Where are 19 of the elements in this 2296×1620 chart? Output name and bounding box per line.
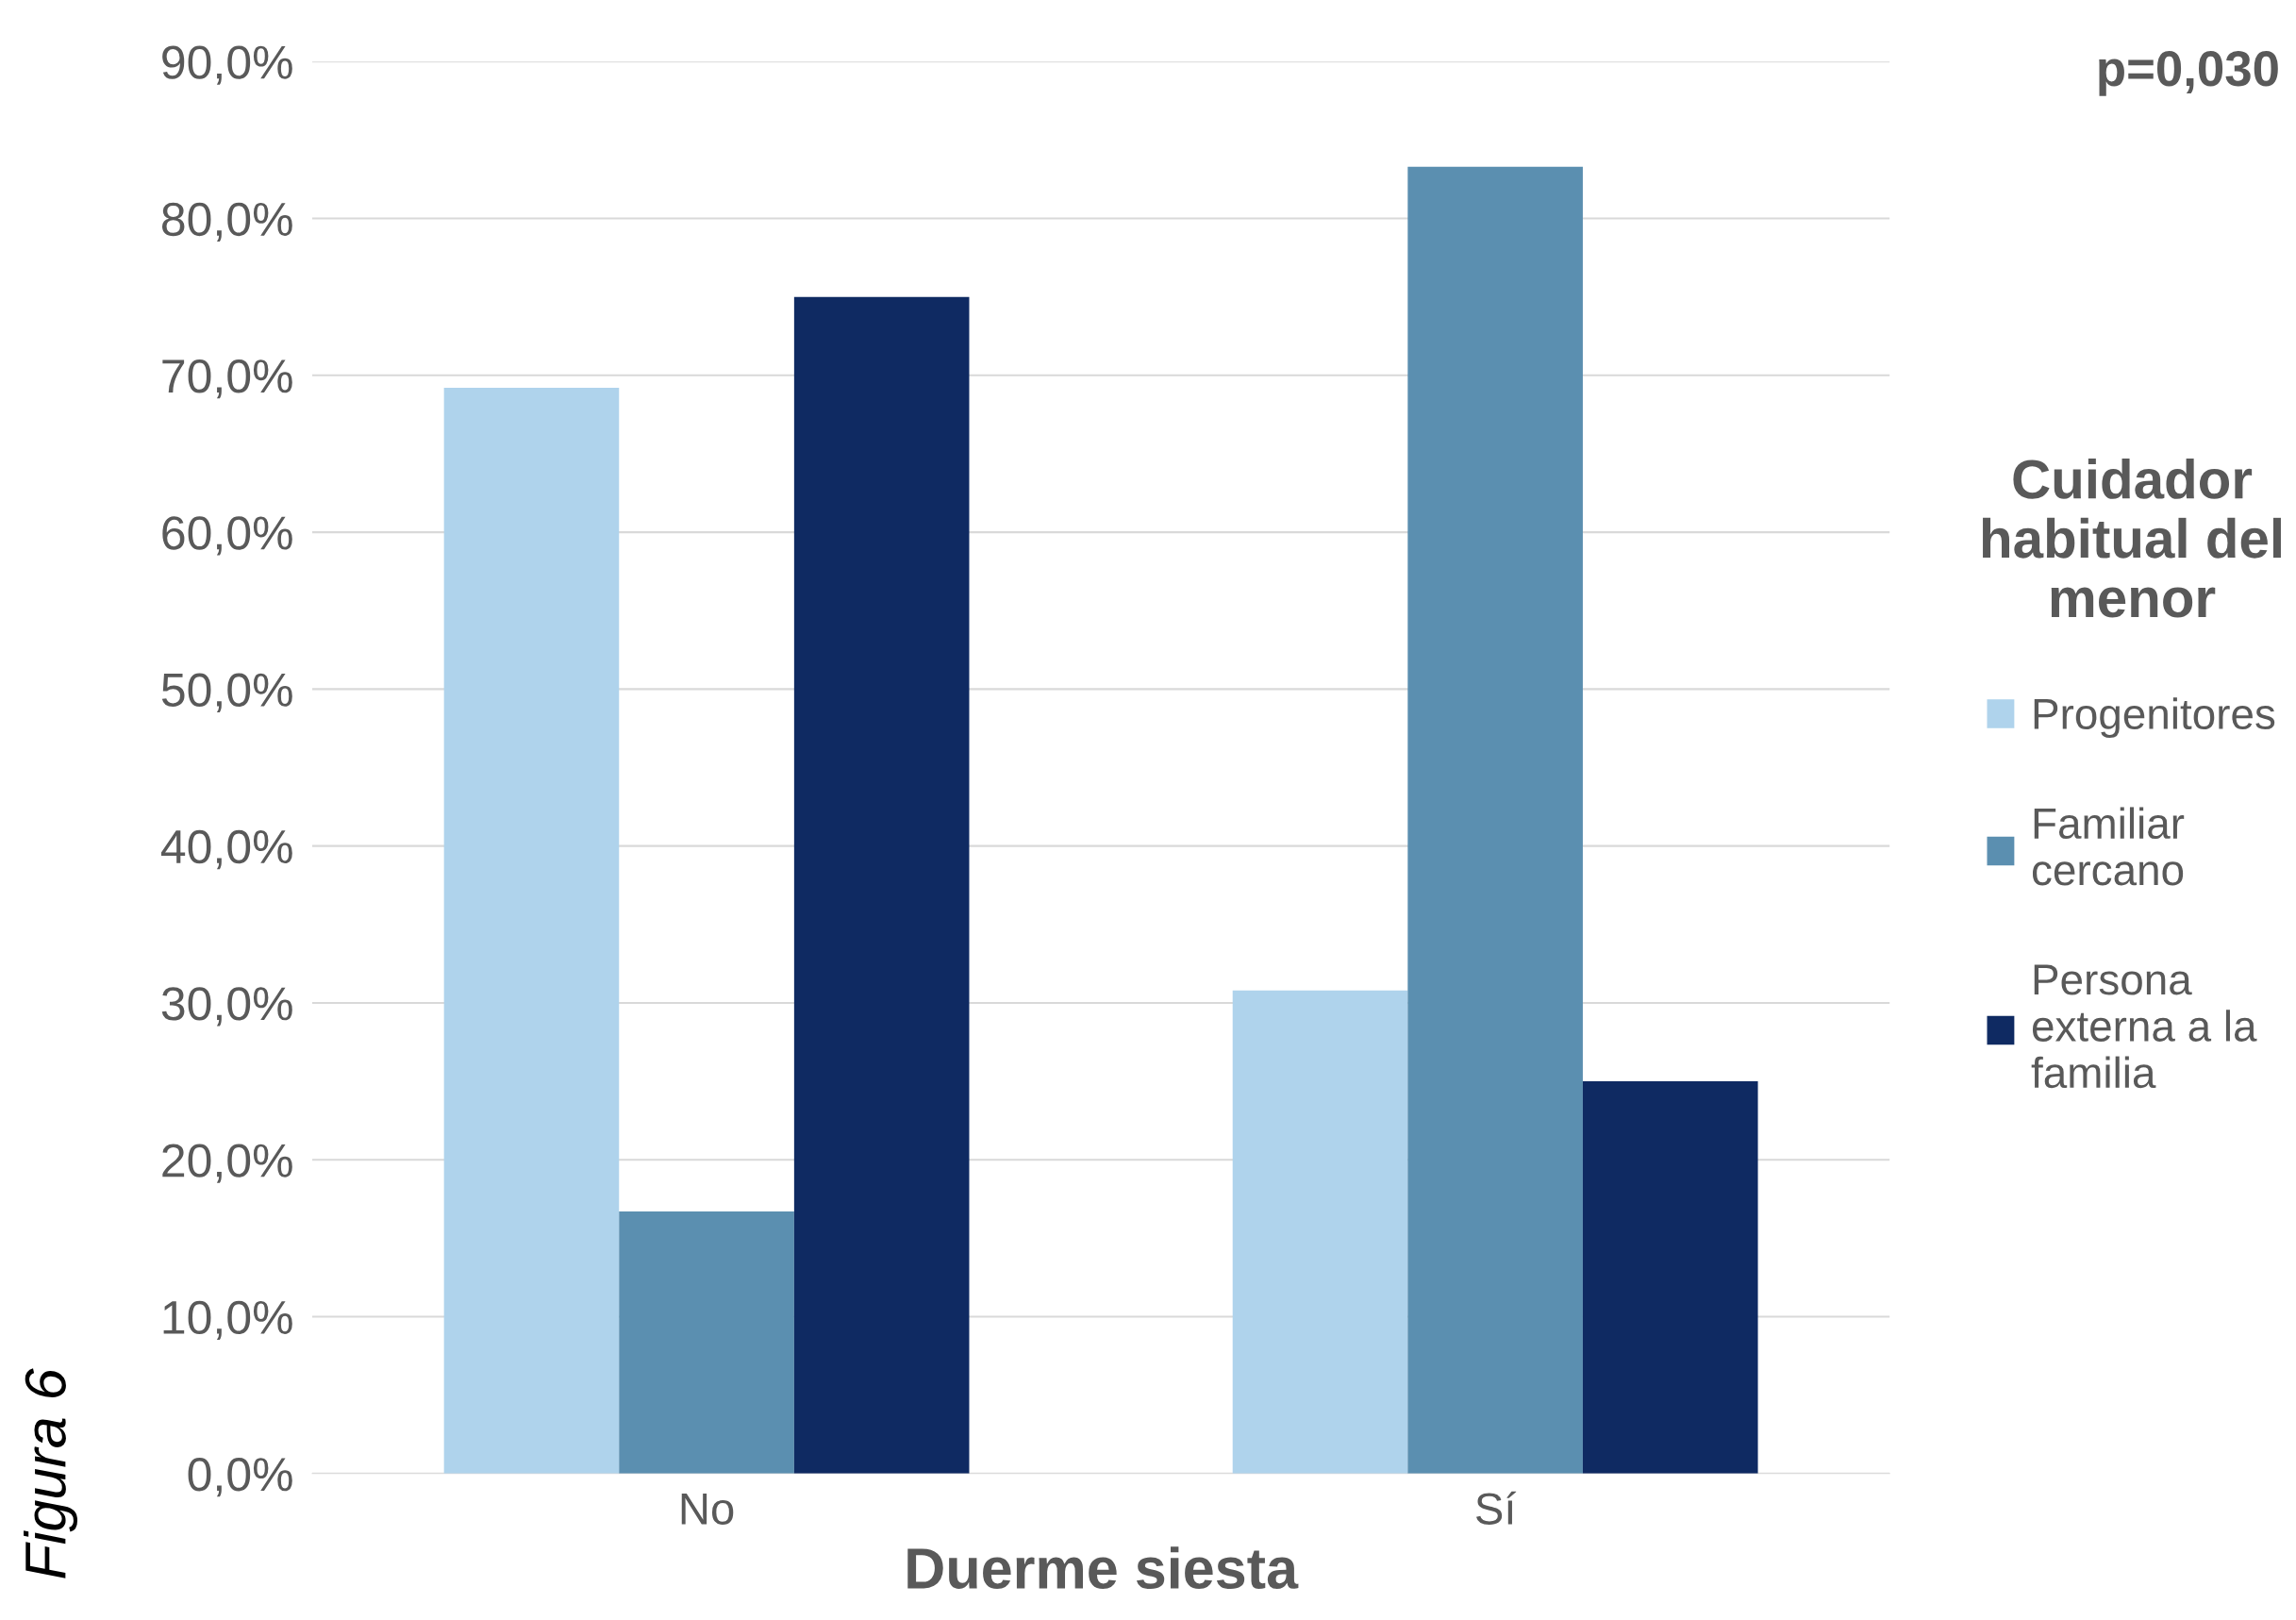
y-tick-label: 60,0% (162, 516, 292, 556)
x-axis-title: Duerme siesta (907, 1546, 1299, 1590)
y-tick-label: 80,0% (161, 202, 292, 242)
legend-label: Persona externa a la familia (2031, 964, 2257, 1089)
x-tick-label: Sí (1475, 1491, 1517, 1525)
x-tick-label: No (681, 1493, 734, 1525)
y-tick-label: 40,0% (160, 829, 292, 870)
y-tick-label: 0,0% (188, 1457, 292, 1497)
y-tick-label: 30,0% (161, 987, 292, 1027)
y-tick-label: 20,0% (162, 1144, 292, 1183)
legend-label: Progenitores (2034, 697, 2275, 739)
text: p=0,030 (2099, 51, 2278, 96)
legend-title: Cuidador habitual del menor (1983, 459, 2281, 618)
y-tick-label: 50,0% (161, 673, 292, 712)
y-tick-label: 90,0% (162, 45, 292, 85)
y-tick-label: 10,0% (163, 1300, 292, 1341)
text: Figura 6 (24, 1368, 78, 1578)
y-tick-label: 70,0% (162, 359, 292, 399)
legend-label: Familiar cercano (2032, 807, 2185, 886)
